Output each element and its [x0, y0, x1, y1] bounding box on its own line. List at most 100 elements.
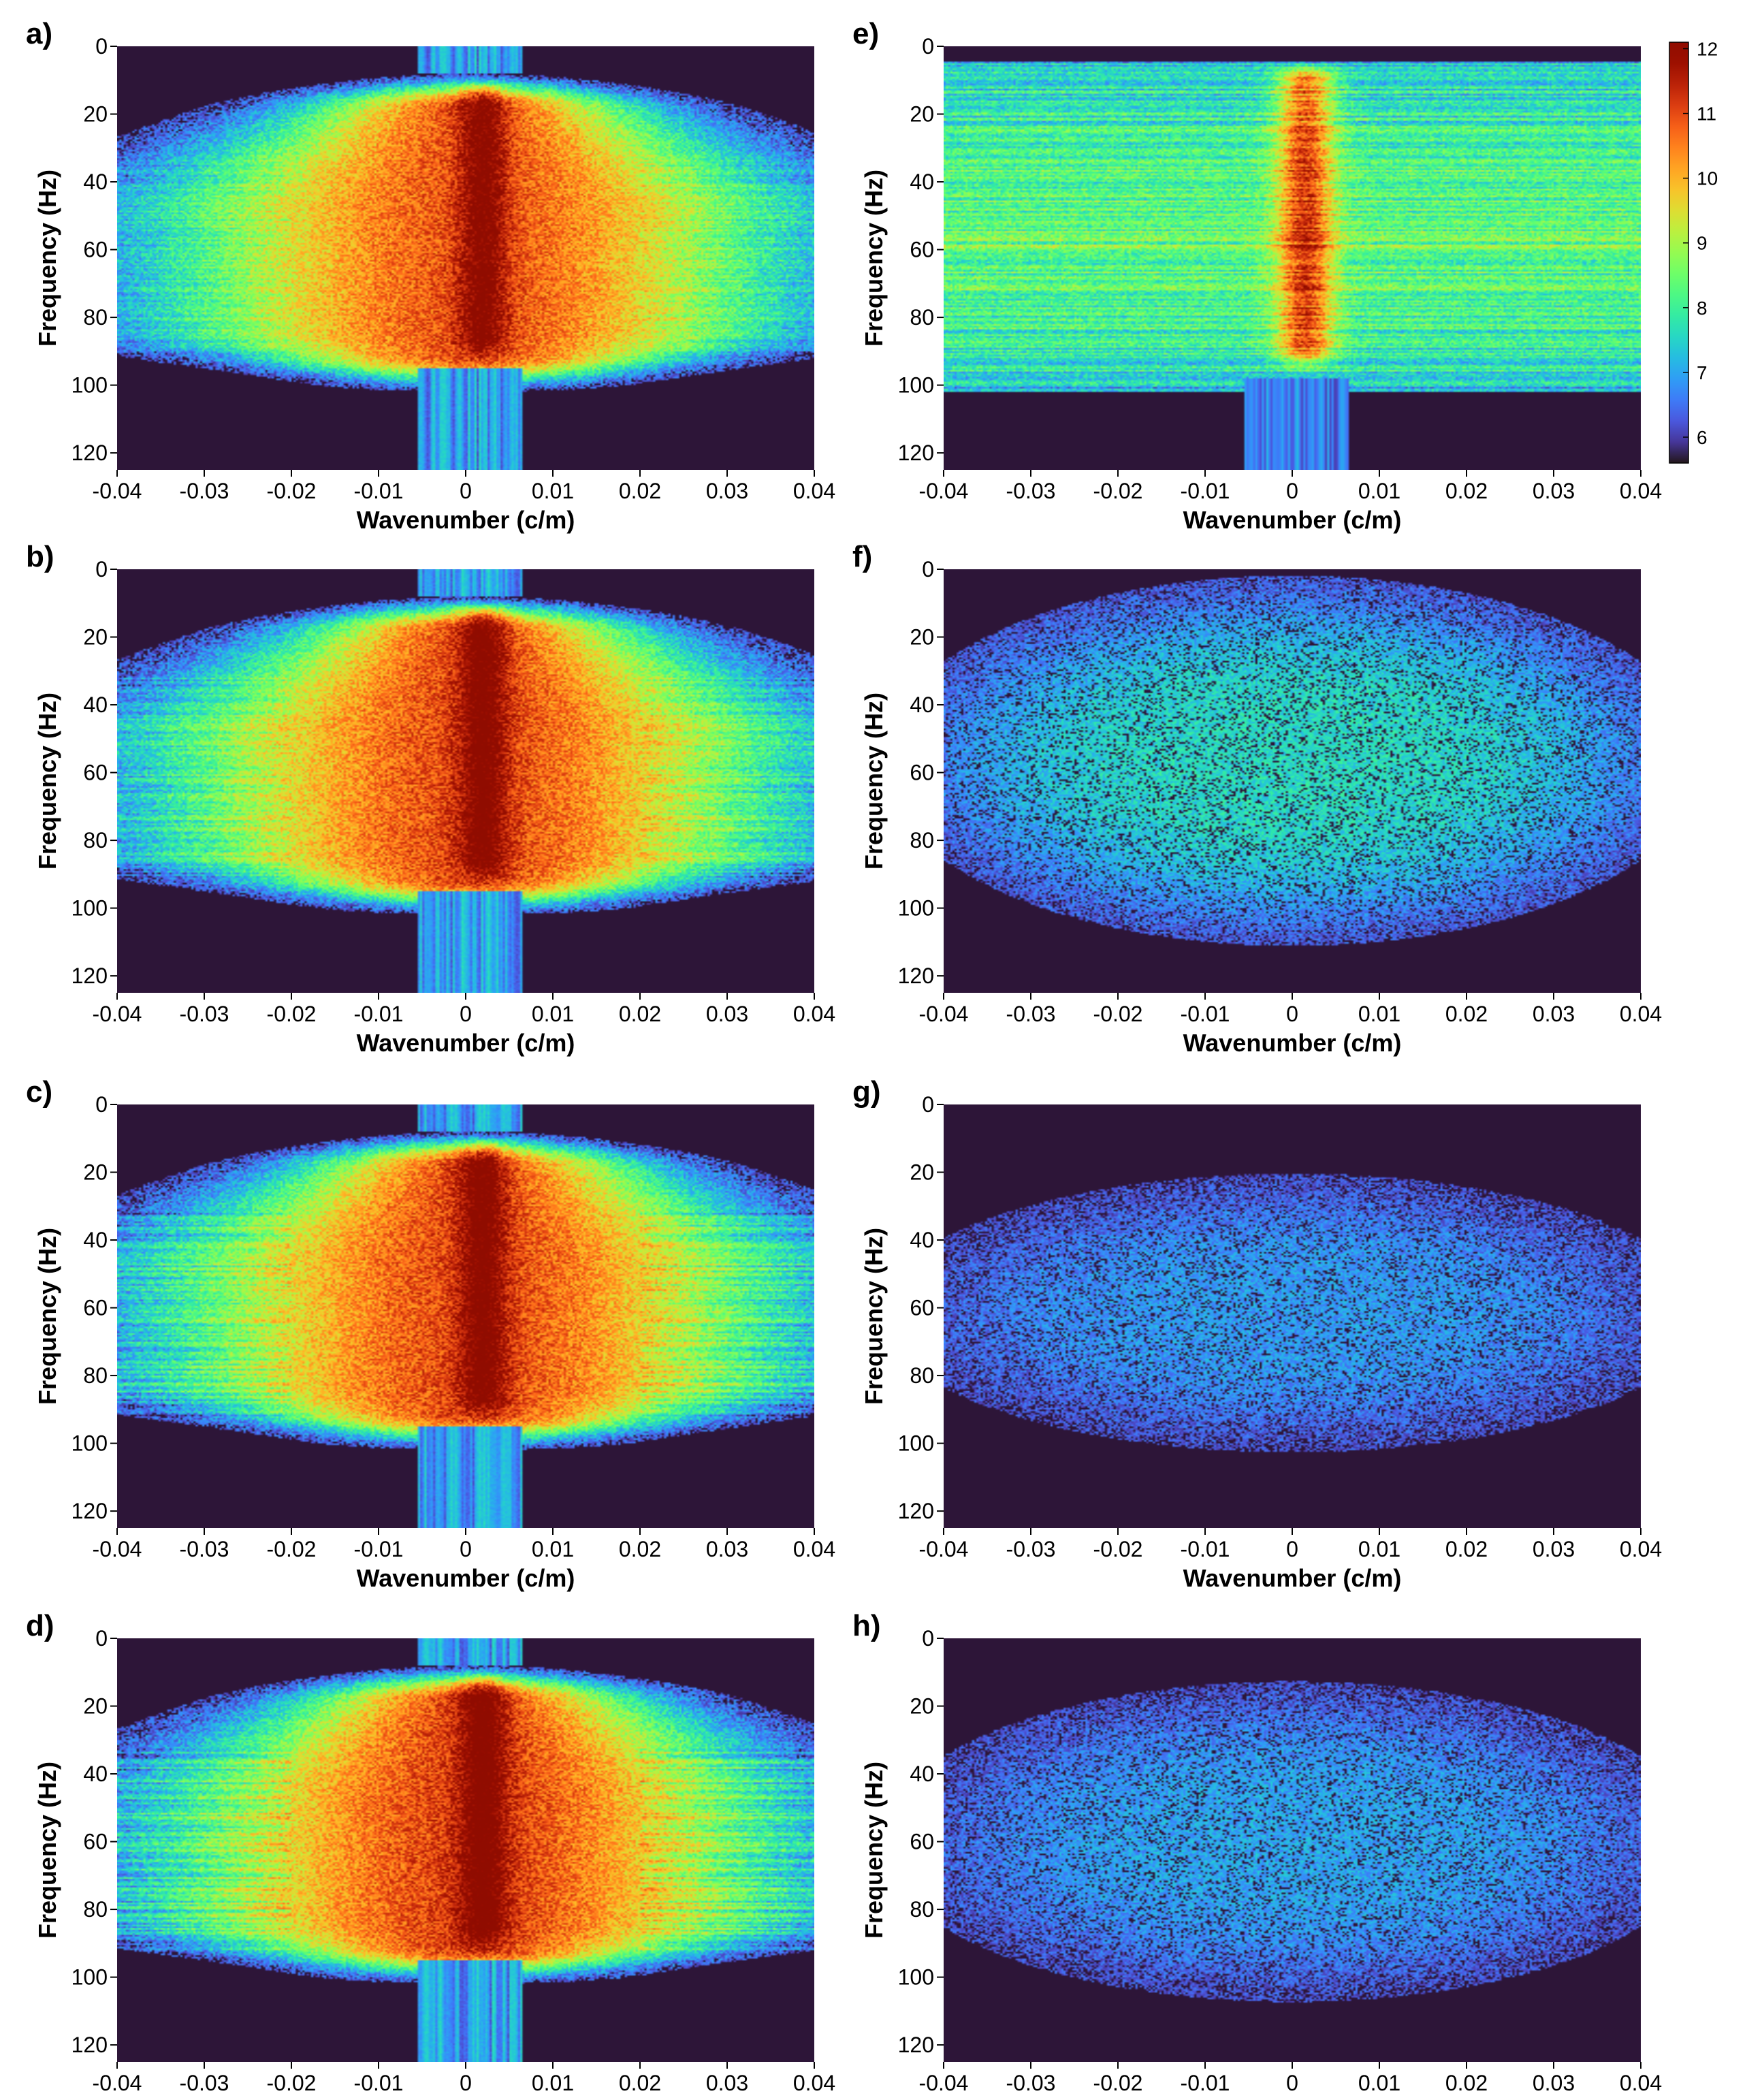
y-tick-label: 20: [910, 625, 934, 650]
x-tick-label: -0.03: [1006, 2071, 1056, 2095]
y-tick-label: 100: [71, 373, 108, 398]
y-tick-label: 40: [910, 1228, 934, 1252]
y-tick-label: 40: [83, 693, 108, 717]
x-tick-label: 0.04: [793, 479, 835, 503]
y-axis-label: Frequency (Hz): [860, 1762, 888, 1939]
x-tick-label: -0.04: [919, 2071, 969, 2095]
y-tick-label: 80: [83, 1363, 108, 1388]
x-tick-label: -0.03: [180, 1537, 229, 1561]
x-tick-label: -0.04: [93, 1002, 142, 1026]
x-tick-label: 0.01: [532, 1002, 574, 1026]
x-tick-label: -0.04: [919, 479, 969, 503]
x-tick-label: -0.02: [1093, 1537, 1143, 1561]
x-tick-label: 0.04: [1620, 1002, 1662, 1026]
y-tick-label: 100: [71, 1965, 108, 1990]
y-tick-label: 40: [83, 1228, 108, 1252]
x-axis-label: Wavenumber (c/m): [357, 1029, 575, 1057]
heatmap-image: [117, 569, 814, 993]
x-axis-label: Wavenumber (c/m): [357, 1564, 575, 1592]
heatmap-image: [117, 46, 814, 470]
y-axis-label: Frequency (Hz): [860, 170, 888, 347]
y-tick-label: 60: [910, 238, 934, 262]
x-tick-label: 0.01: [1358, 1002, 1400, 1026]
y-tick-label: 20: [83, 1694, 108, 1719]
heatmap-image: [944, 46, 1641, 470]
x-tick-label: 0.03: [706, 479, 748, 503]
y-tick-label: 40: [83, 1762, 108, 1786]
colorbar-tick-label: 12: [1697, 39, 1718, 60]
x-tick-label: 0.01: [1358, 479, 1400, 503]
x-tick-label: -0.04: [919, 1537, 969, 1561]
x-tick-label: -0.03: [180, 2071, 229, 2095]
x-axis-label: Wavenumber (c/m): [1183, 1029, 1402, 1057]
x-tick-label: -0.02: [267, 2071, 317, 2095]
panel-label: b): [26, 540, 54, 573]
x-tick-label: -0.04: [93, 479, 142, 503]
y-tick-label: 0: [922, 557, 934, 582]
x-tick-label: 0.04: [793, 1002, 835, 1026]
x-tick-label: 0.02: [1445, 2071, 1488, 2095]
y-tick-label: 20: [910, 102, 934, 127]
panel-label: c): [26, 1075, 52, 1109]
x-tick-label: 0.04: [1620, 2071, 1662, 2095]
x-tick-label: 0: [460, 1002, 472, 1026]
y-tick-label: 60: [83, 238, 108, 262]
y-tick-label: 80: [910, 305, 934, 330]
y-tick-label: 120: [898, 1499, 934, 1523]
heatmap-image: [944, 569, 1641, 993]
y-tick-label: 40: [83, 170, 108, 194]
y-tick-label: 100: [898, 1965, 934, 1990]
y-tick-label: 100: [71, 1431, 108, 1456]
panel-h: -0.04 -0.03 -0.02 -0.01 0 0.01 0.02 0.03 0.04 0 20…: [852, 1609, 1662, 2100]
x-tick-label: 0.02: [619, 1537, 661, 1561]
y-axis-label: Frequency (Hz): [33, 1228, 61, 1405]
y-tick-label: 80: [910, 828, 934, 853]
colorbar-tick-label: 9: [1697, 233, 1708, 254]
y-tick-label: 80: [83, 828, 108, 853]
y-tick-label: 0: [95, 34, 108, 59]
heatmap-image: [944, 1104, 1641, 1528]
y-tick-label: 120: [898, 2033, 934, 2057]
y-tick-label: 0: [922, 34, 934, 59]
y-tick-label: 100: [71, 896, 108, 921]
colorbar-tick-label: 6: [1697, 427, 1708, 448]
panel-a: -0.04 -0.03 -0.02 -0.01 0 0.01 0.02 0.03 0.04 0 20…: [26, 17, 835, 534]
x-tick-label: 0.01: [532, 479, 574, 503]
y-tick-label: 20: [910, 1694, 934, 1719]
y-tick-label: 120: [898, 964, 934, 988]
x-axis-label: Wavenumber (c/m): [357, 2098, 575, 2100]
y-tick-label: 20: [910, 1160, 934, 1185]
x-tick-label: -0.02: [267, 1537, 317, 1561]
y-tick-label: 80: [83, 1897, 108, 1922]
y-tick-label: 0: [922, 1092, 934, 1117]
x-tick-label: 0.04: [1620, 479, 1662, 503]
x-tick-label: 0.03: [1533, 2071, 1575, 2095]
y-tick-label: 60: [910, 761, 934, 785]
y-tick-label: 100: [898, 1431, 934, 1456]
heatmap-image: [117, 1638, 814, 2062]
x-tick-label: -0.04: [93, 1537, 142, 1561]
y-tick-label: 0: [95, 1626, 108, 1651]
colorbar-gradient: [1669, 42, 1689, 464]
y-tick-label: 80: [910, 1897, 934, 1922]
x-tick-label: 0.01: [1358, 2071, 1400, 2095]
x-tick-label: 0.04: [1620, 1537, 1662, 1561]
x-tick-label: 0.03: [706, 2071, 748, 2095]
panel-label: e): [852, 17, 879, 50]
x-tick-label: 0.02: [619, 1002, 661, 1026]
x-tick-label: 0.01: [1358, 1537, 1400, 1561]
y-axis-label: Frequency (Hz): [33, 693, 61, 870]
x-tick-label: -0.01: [1181, 1002, 1230, 1026]
panel-c: -0.04 -0.03 -0.02 -0.01 0 0.01 0.02 0.03 0.04 0 20…: [26, 1075, 835, 1592]
x-axis-label: Wavenumber (c/m): [1183, 1564, 1402, 1592]
y-tick-label: 40: [910, 170, 934, 194]
x-axis-label: Wavenumber (c/m): [1183, 506, 1402, 534]
y-tick-label: 120: [71, 964, 108, 988]
x-tick-label: -0.01: [1181, 2071, 1230, 2095]
panel-b: -0.04 -0.03 -0.02 -0.01 0 0.01 0.02 0.03 0.04 0 20…: [26, 540, 835, 1057]
x-tick-label: 0: [460, 1537, 472, 1561]
x-axis-label: Wavenumber (c/m): [1183, 2098, 1402, 2100]
y-tick-label: 40: [910, 693, 934, 717]
y-tick-label: 80: [910, 1363, 934, 1388]
y-tick-label: 100: [898, 373, 934, 398]
